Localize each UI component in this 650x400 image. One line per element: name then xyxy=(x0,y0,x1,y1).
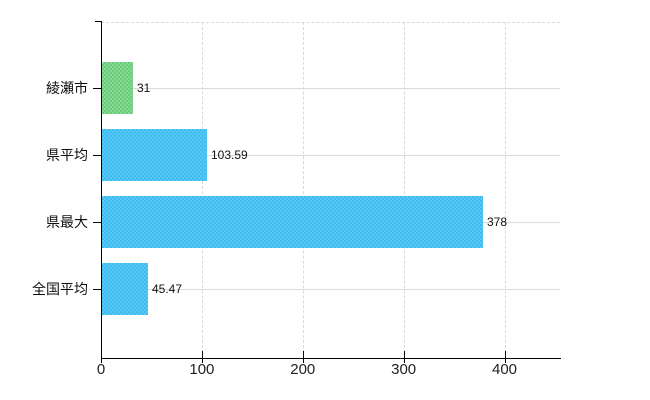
vertical-gridline xyxy=(201,22,203,358)
x-tick-label: 400 xyxy=(492,361,518,378)
vertical-gridline xyxy=(403,22,405,358)
value-label: 378 xyxy=(487,215,508,229)
horizontal-gridline xyxy=(101,289,560,290)
y-axis-tick xyxy=(93,222,101,223)
x-tick-label: 300 xyxy=(391,361,417,378)
value-label: 103.59 xyxy=(211,148,248,162)
category-label: 全国平均 xyxy=(32,281,88,297)
y-axis-top-tick xyxy=(95,21,101,22)
x-tick-label: 0 xyxy=(96,361,106,378)
vertical-gridline xyxy=(302,22,304,358)
horizontal-gridline xyxy=(101,88,560,89)
y-axis-tick xyxy=(93,289,101,290)
category-label: 綾瀬市 xyxy=(46,80,88,96)
x-axis-tick xyxy=(302,351,304,363)
bar-4 xyxy=(102,263,148,315)
bar-1 xyxy=(102,62,133,114)
vertical-gridline xyxy=(504,22,506,358)
y-axis-tick xyxy=(93,88,101,89)
x-axis xyxy=(101,358,561,359)
value-label: 31 xyxy=(137,81,151,95)
x-axis-tick xyxy=(201,351,203,363)
top-gridline xyxy=(101,22,560,23)
horizontal-gridline xyxy=(101,155,560,156)
x-tick-label: 200 xyxy=(290,361,316,378)
x-axis-tick xyxy=(403,351,405,363)
y-axis-tick xyxy=(93,155,101,156)
y-axis xyxy=(101,21,102,358)
x-tick-label: 100 xyxy=(189,361,215,378)
bar-2 xyxy=(102,129,207,181)
x-axis-tick xyxy=(504,351,506,363)
category-label: 県最大 xyxy=(46,214,88,230)
x-axis-tick xyxy=(101,351,102,363)
value-label: 45.47 xyxy=(152,282,183,296)
bar-3 xyxy=(102,196,483,248)
category-label: 県平均 xyxy=(46,147,88,163)
